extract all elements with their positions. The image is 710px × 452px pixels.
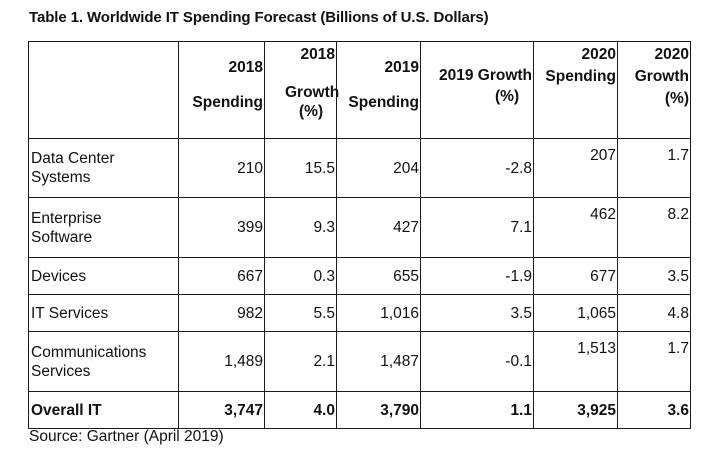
header-growth: Growth (634, 67, 689, 85)
table-row: Enterprise Software 399 9.3 427 7.1 462 … (28, 197, 691, 258)
cell-2018-growth: 5.5 (264, 294, 337, 332)
header-spending: Spending (545, 67, 616, 85)
total-row: Overall IT 3,747 4.0 3,790 1.1 3,925 3.6 (28, 391, 691, 429)
row-label: IT Services (28, 294, 179, 332)
cell-2018-growth: 9.3 (264, 197, 337, 258)
header-growth: 2019 Growth (438, 66, 532, 84)
header-year: 2019 (384, 58, 419, 76)
source-note: Source: Gartner (April 2019) (29, 428, 224, 445)
total-2020-spending: 3,925 (533, 391, 618, 429)
total-2019-spending: 3,790 (336, 391, 421, 429)
cell-2018-spending: 667 (178, 257, 265, 295)
header-2020-spending: 2020 Spending (533, 41, 618, 139)
header-percent: (%) (495, 87, 520, 105)
header-spending: Spending (348, 93, 419, 111)
total-2018-growth: 4.0 (264, 391, 337, 429)
header-year: 2020 (581, 45, 616, 63)
row-label: Enterprise Software (28, 197, 179, 258)
table-row: Communications Services 1,489 2.1 1,487 … (28, 331, 691, 392)
cell-2018-spending: 399 (178, 197, 265, 258)
cell-2019-spending: 427 (336, 197, 421, 258)
row-label: Data Center Systems (28, 138, 179, 198)
header-2018-growth: 2018 Growth (%) (264, 41, 340, 139)
it-spending-table: 2018 Spending 2018 Growth (%) 2019 Spend… (28, 41, 691, 429)
cell-2020-spending: 207 (533, 138, 618, 198)
header-2019-spending: 2019 Spending (336, 41, 421, 139)
cell-2018-growth: 15.5 (264, 138, 337, 198)
cell-2019-spending: 204 (336, 138, 421, 198)
header-2019-growth: 2019 Growth (%) (420, 41, 534, 139)
cell-2018-spending: 1,489 (178, 331, 265, 392)
cell-2018-spending: 210 (178, 138, 265, 198)
cell-2020-spending: 677 (533, 257, 618, 295)
header-percent: (%) (664, 89, 689, 107)
header-year: 2018 (300, 45, 335, 63)
table-title: Table 1. Worldwide IT Spending Forecast … (29, 9, 489, 26)
cell-2020-growth: 1.7 (617, 138, 691, 198)
cell-2019-growth: -0.1 (420, 331, 534, 392)
header-growth: Growth (285, 83, 340, 101)
row-label: Devices (28, 257, 179, 295)
cell-2019-spending: 655 (336, 257, 421, 295)
table-row: Data Center Systems 210 15.5 204 -2.8 20… (28, 138, 691, 198)
cell-2020-growth: 8.2 (617, 197, 691, 258)
row-label: Communications Services (28, 331, 179, 392)
header-spending: Spending (192, 93, 263, 111)
header-year: 2020 (654, 45, 689, 63)
total-2018-spending: 3,747 (178, 391, 265, 429)
table-row: Devices 667 0.3 655 -1.9 677 3.5 (28, 257, 691, 295)
total-2020-growth: 3.6 (617, 391, 691, 429)
cell-2020-spending: 1,513 (533, 331, 618, 392)
header-2018-spending: 2018 Spending (178, 41, 265, 139)
cell-2019-growth: -1.9 (420, 257, 534, 295)
cell-2020-growth: 4.8 (617, 294, 691, 332)
total-2019-growth: 1.1 (420, 391, 534, 429)
header-percent: (%) (299, 102, 324, 120)
total-label: Overall IT (28, 391, 179, 429)
header-row: 2018 Spending 2018 Growth (%) 2019 Spend… (28, 41, 691, 139)
header-year: 2018 (228, 58, 263, 76)
cell-2019-spending: 1,487 (336, 331, 421, 392)
cell-2019-growth: 3.5 (420, 294, 534, 332)
cell-2018-growth: 2.1 (264, 331, 337, 392)
cell-2020-spending: 462 (533, 197, 618, 258)
header-2020-growth: 2020 Growth (%) (617, 41, 691, 139)
cell-2020-growth: 3.5 (617, 257, 691, 295)
cell-2019-growth: -2.8 (420, 138, 534, 198)
cell-2018-growth: 0.3 (264, 257, 337, 295)
cell-2018-spending: 982 (178, 294, 265, 332)
cell-2019-spending: 1,016 (336, 294, 421, 332)
cell-2020-growth: 1.7 (617, 331, 691, 392)
cell-2020-spending: 1,065 (533, 294, 618, 332)
cell-2019-growth: 7.1 (420, 197, 534, 258)
header-empty-cell (28, 41, 179, 139)
table-row: IT Services 982 5.5 1,016 3.5 1,065 4.8 (28, 294, 691, 332)
